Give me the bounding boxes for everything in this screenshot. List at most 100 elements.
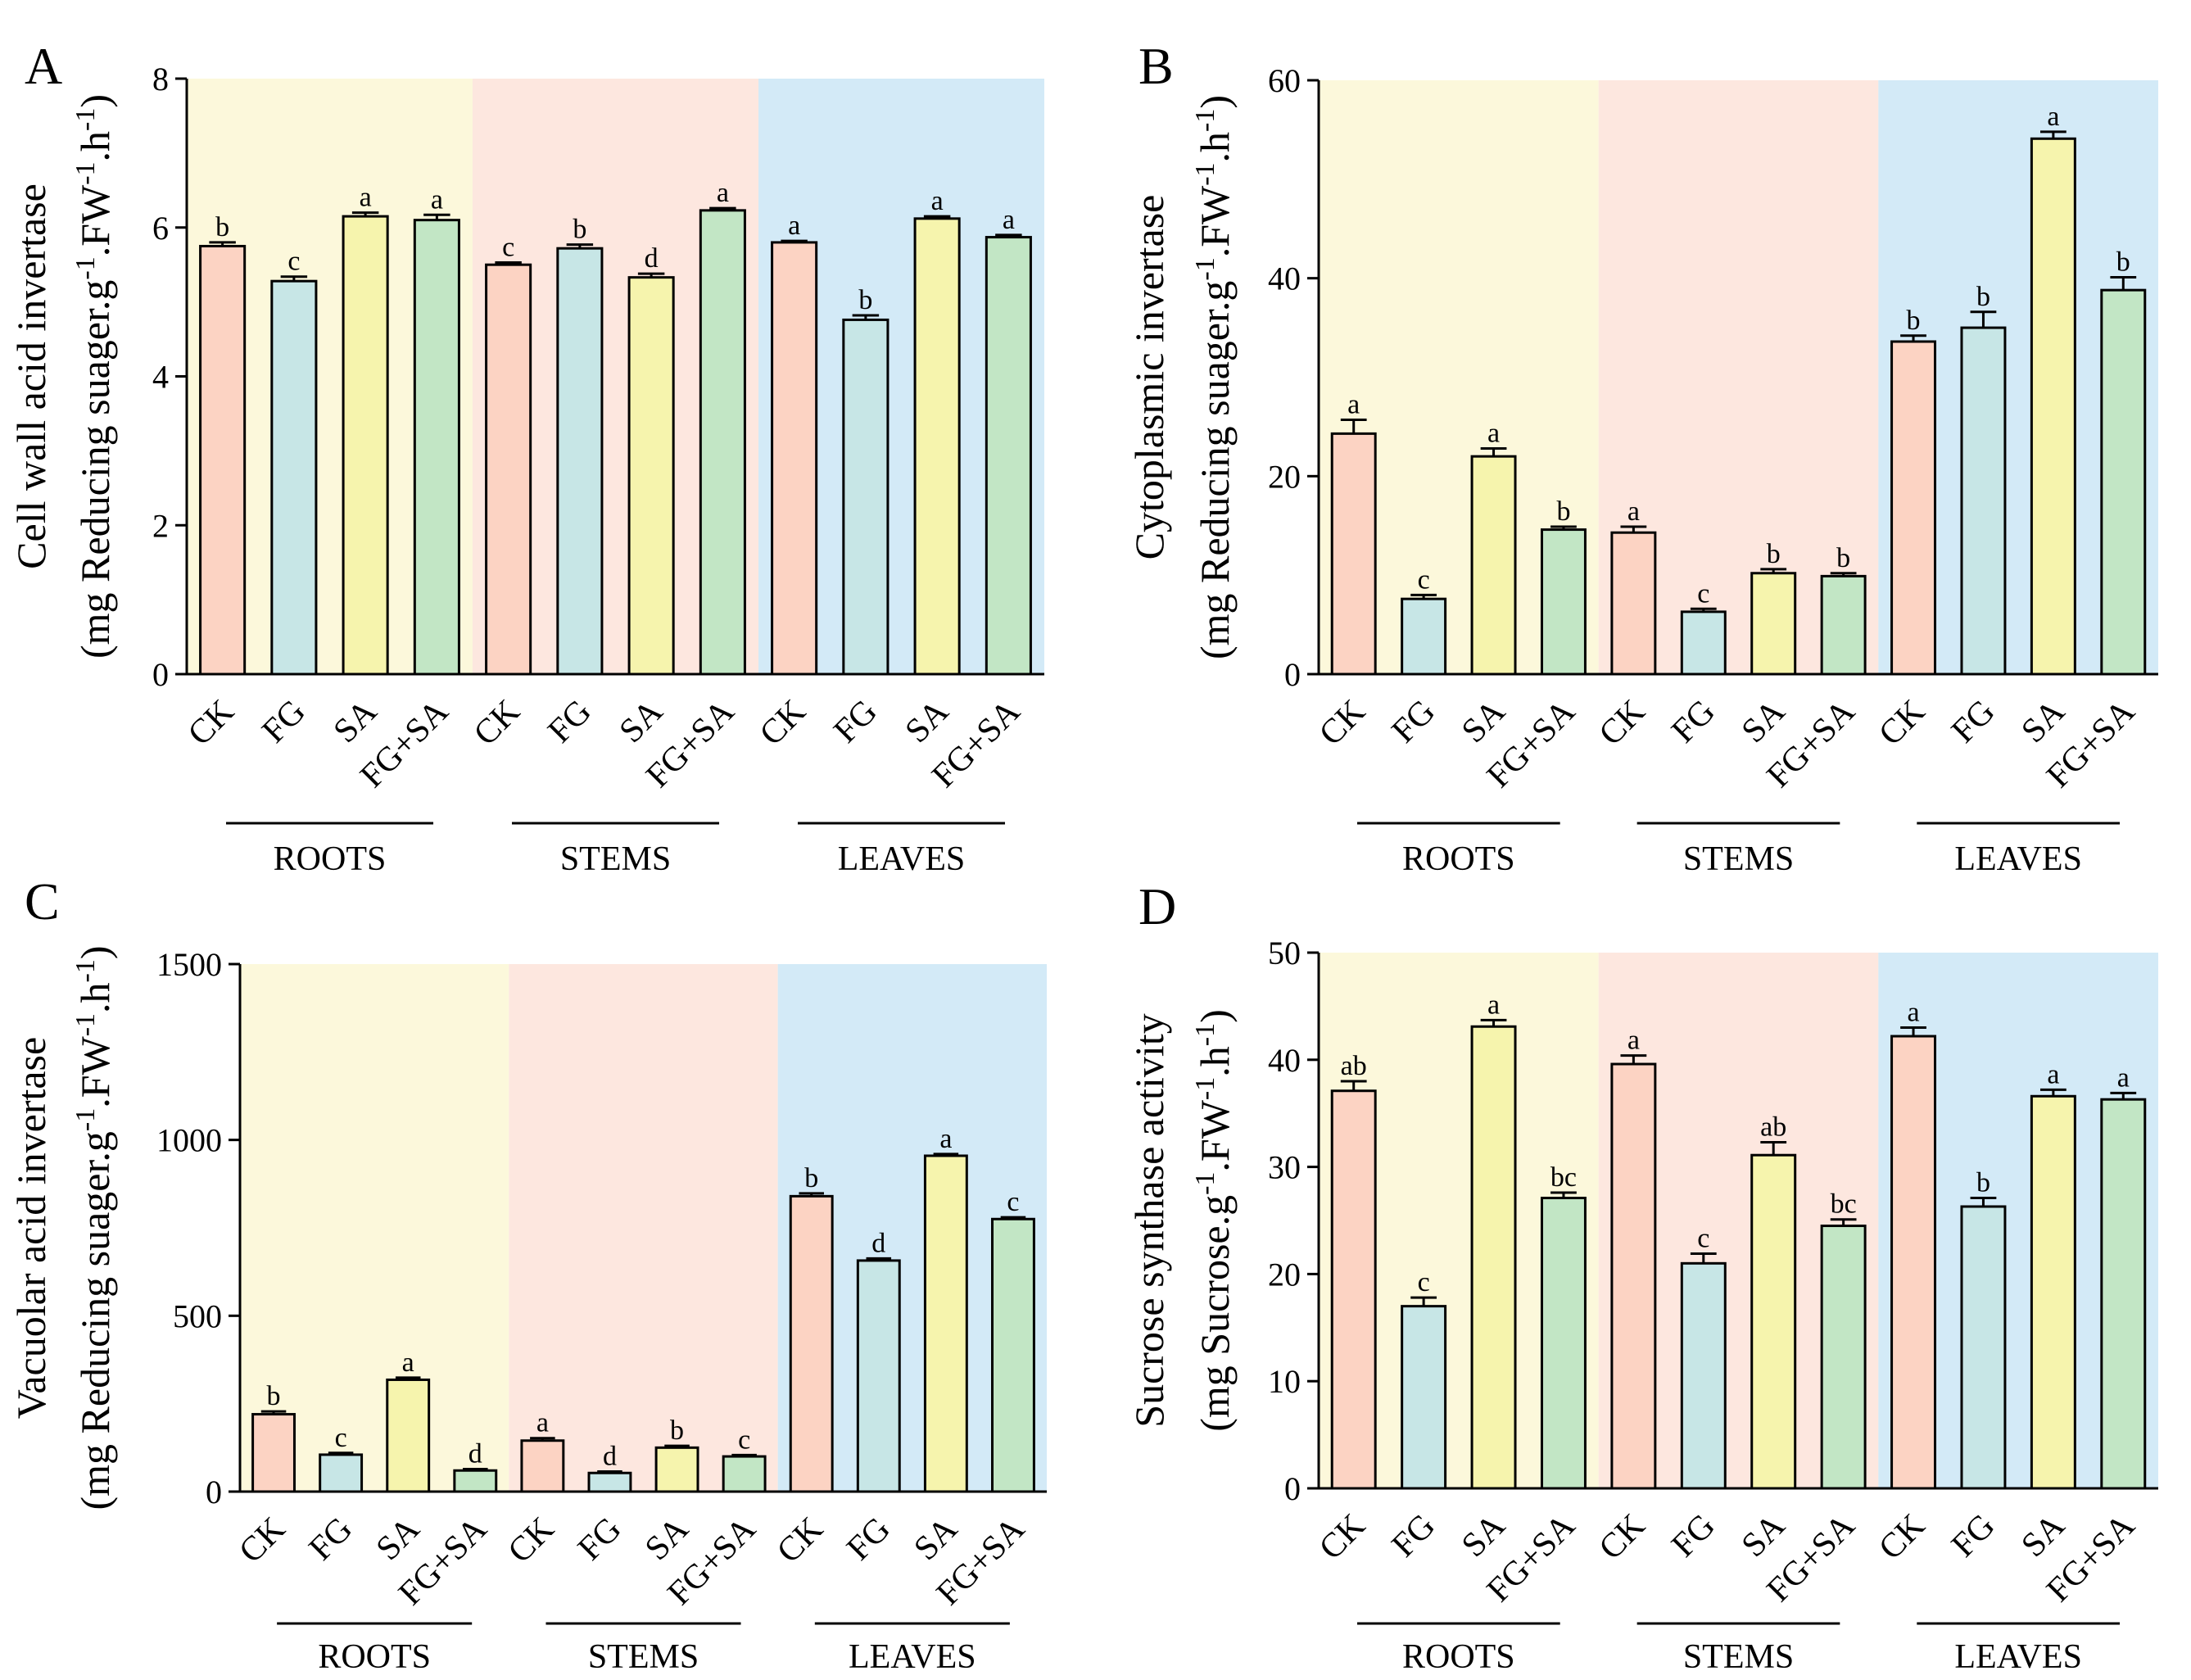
bar-sa [386,1378,431,1493]
significance-letter: bc [1550,1162,1577,1193]
organ-label: STEMS [560,840,671,878]
bar-fg-plus-sa [1820,1225,1867,1490]
error-bar [1900,334,1926,342]
x-tick-label: SA [327,692,385,750]
significance-letter: a [2117,1062,2130,1093]
bar-fg [587,1471,632,1493]
error-bar [1900,1026,1926,1037]
error-bar [866,1257,892,1261]
significance-letter: a [360,183,372,213]
error-bar [781,239,808,242]
error-bar [923,215,951,219]
unit-text: (mg Reducing suager.g [1192,281,1238,659]
x-tick-label: CK [467,693,527,754]
significance-letter: a [1627,1026,1640,1056]
significance-letter: b [1907,306,1921,336]
bar-fg [1960,1205,2007,1490]
bar-ck [1330,1089,1377,1490]
error-bar [1830,572,1857,577]
error-bar [1340,1080,1367,1091]
bar-sa [913,217,961,676]
error-bar [1410,593,1437,600]
x-tick-label: CK [1312,1507,1373,1568]
error-bar [1970,310,1997,328]
unit-text: .h [1192,132,1238,163]
error-bar [1340,418,1367,434]
error-bar [1620,1054,1647,1065]
error-bar [933,1152,959,1156]
error-bar [1550,1191,1577,1198]
x-tick-label: FG [571,1510,629,1569]
error-bar [1480,447,1507,457]
unit-superscript: -1 [70,959,101,982]
unit-superscript: -1 [1190,1023,1220,1046]
error-bar [1970,1197,1997,1207]
x-tick-label: CK [1312,693,1373,754]
error-bar [1830,1218,1857,1226]
x-tick-label: FG [826,693,885,751]
error-bar [260,1410,287,1415]
unit-text: .h [72,982,118,1013]
unit-superscript: -1 [70,256,101,279]
bar-ck [1890,1035,1937,1490]
significance-letter: d [645,243,659,274]
significance-letter: b [1836,543,1850,573]
organ-label: ROOTS [1402,840,1515,878]
bar-ck [771,241,818,676]
unit-superscript: -1 [70,1013,101,1036]
error-bar [709,206,736,211]
bar-sa [1750,572,1797,676]
x-tick-label: SA [1455,1506,1513,1565]
error-bar [2110,1091,2137,1100]
y-tick-label: 50 [1268,935,1301,971]
y-axis-unit: (mg Reducing suager.g-1.FW-1.h-1) [70,94,119,659]
bar-fg-plus-sa [453,1469,498,1493]
unit-superscript: -1 [1190,162,1220,185]
bar-ck [1890,340,1937,676]
panel-letter: D [1139,877,1176,935]
x-tick-label: CK [753,693,813,754]
x-tick-label: SA [1455,692,1513,750]
significance-letter: b [804,1163,818,1193]
significance-letter: b [573,215,586,245]
unit-text: ) [1192,95,1238,109]
error-bar [495,260,522,265]
significance-letter: c [287,247,300,277]
error-bar [1000,1216,1026,1220]
bar-fg [1680,1261,1727,1490]
x-tick-label: FG [1664,693,1722,751]
error-bar [1480,1018,1507,1027]
significance-letter: a [1347,389,1360,419]
significance-letter: a [931,186,944,216]
error-bar [1410,1296,1437,1306]
bar-ck [1610,1062,1657,1490]
unit-text: .FW [1192,185,1238,257]
error-bar [209,241,236,247]
significance-letter: d [871,1228,885,1258]
significance-letter: a [1003,205,1015,235]
x-tick-label: FG [1944,693,2003,751]
organ-label: STEMS [1683,840,1794,878]
x-tick-label: FG [1664,1507,1722,1565]
unit-text: .FW [72,184,118,256]
error-bar [664,1444,690,1448]
bar-fg [556,247,604,676]
error-bar [1690,1252,1717,1264]
panel-letter: C [25,872,60,931]
y-tick-label: 2 [152,507,169,544]
significance-letter: b [1976,1168,1990,1198]
bar-sa [2030,1094,2076,1490]
unit-text: .h [72,131,118,162]
bar-fg-plus-sa [2100,1098,2147,1490]
x-tick-label: FG [541,693,599,751]
bar-fg [1960,326,2007,676]
error-bar [1760,568,1787,573]
bar-fg-plus-sa [413,219,460,676]
significance-letter: a [431,184,443,215]
panel-letter: B [1139,37,1174,95]
unit-text: .h [1192,1046,1238,1077]
bar-sa [627,276,675,676]
